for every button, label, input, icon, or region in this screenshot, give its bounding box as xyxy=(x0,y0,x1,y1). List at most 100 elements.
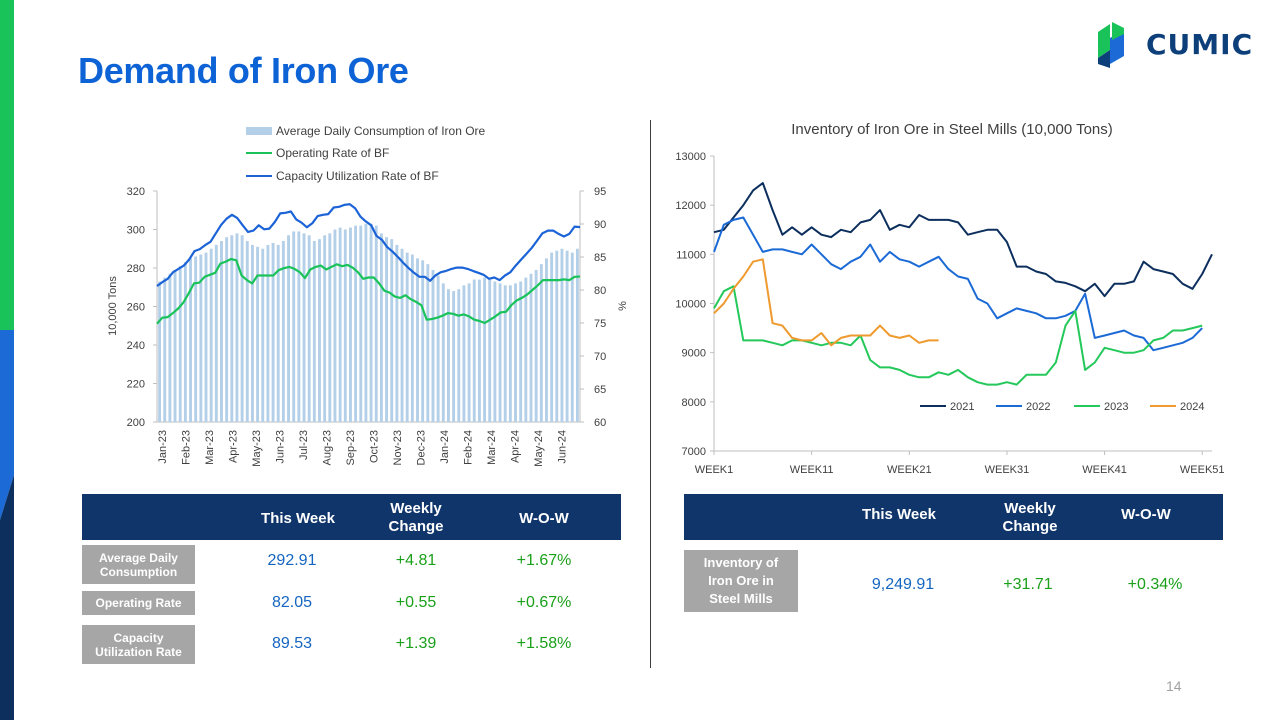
y-tick-label: 10000 xyxy=(675,299,706,311)
bar-consumption xyxy=(534,269,538,422)
bar-consumption xyxy=(462,285,466,422)
bar-consumption xyxy=(343,229,347,422)
bar-consumption xyxy=(565,250,569,422)
x-tick-label: Oct-23 xyxy=(369,430,381,463)
bar-consumption xyxy=(575,248,579,422)
bar-consumption xyxy=(416,258,419,422)
x-tick-label: Feb-24 xyxy=(463,430,475,465)
bar-consumption xyxy=(400,248,404,422)
bar-consumption xyxy=(508,285,512,422)
chart-title: Inventory of Iron Ore in Steel Mills (10… xyxy=(791,121,1113,138)
header-this-week: This Week xyxy=(862,506,936,523)
bar-consumption xyxy=(158,281,162,422)
header-wow: W-O-W xyxy=(519,510,569,527)
bar-consumption xyxy=(281,241,285,422)
bar-consumption xyxy=(555,250,559,422)
y-tick-label: 280 xyxy=(127,263,145,275)
capacity-utilization-wow: +1.58% xyxy=(516,635,572,652)
bar-consumption xyxy=(457,289,461,422)
x-tick-label: Nov-23 xyxy=(392,430,404,465)
x-tick-label: May-24 xyxy=(533,430,545,467)
y2-axis-title: % xyxy=(617,301,629,311)
bar-consumption xyxy=(364,223,368,422)
bar-consumption xyxy=(183,262,187,422)
x-tick-label: May-23 xyxy=(251,430,263,467)
bar-consumption xyxy=(349,227,352,422)
bar-consumption xyxy=(426,264,430,422)
x-tick-label: Dec-23 xyxy=(416,430,428,465)
legend-label: Capacity Utilization Rate of BF xyxy=(276,169,439,183)
y-tick-label: 11000 xyxy=(676,249,706,261)
y2-tick-label: 80 xyxy=(594,285,606,297)
vertical-divider xyxy=(650,120,651,668)
bar-consumption xyxy=(338,227,342,422)
operating-rate-wow: +0.67% xyxy=(516,594,572,611)
y-tick-label: 220 xyxy=(127,379,145,391)
bar-consumption xyxy=(256,246,260,422)
bar-consumption xyxy=(395,244,399,422)
legend-label-2021: 2021 xyxy=(950,401,974,413)
bar-consumption xyxy=(266,244,270,422)
header-this-week: This Week xyxy=(261,510,335,527)
bar-consumption xyxy=(178,266,182,422)
capacity-utilization-this-week: 89.53 xyxy=(271,635,313,652)
logo-mark-icon xyxy=(1098,22,1124,68)
bar-consumption xyxy=(550,252,554,422)
x-tick-label: Feb-23 xyxy=(181,430,193,465)
bar-consumption xyxy=(467,283,471,422)
bar-consumption xyxy=(524,277,528,422)
bar-consumption xyxy=(519,281,523,422)
bar-consumption xyxy=(220,241,223,422)
bar-consumption xyxy=(421,260,425,422)
y-tick-label: 300 xyxy=(127,225,145,237)
line-2024 xyxy=(713,258,939,347)
y2-tick-label: 65 xyxy=(594,384,606,396)
legend-label: Operating Rate of BF xyxy=(276,146,389,160)
bar-consumption xyxy=(385,237,388,422)
bar-consumption xyxy=(452,291,456,422)
x-tick-label: WEEK11 xyxy=(790,464,834,476)
page-title: Demand of Iron Ore xyxy=(78,50,409,91)
legend-label-2022: 2022 xyxy=(1026,401,1050,413)
bar-consumption xyxy=(287,235,290,422)
bar-consumption xyxy=(431,269,435,422)
line-capacity-utilization xyxy=(156,203,581,287)
bar-consumption xyxy=(250,244,254,422)
bar-consumption xyxy=(374,225,378,422)
x-tick-label: WEEK41 xyxy=(1082,464,1127,476)
bar-consumption xyxy=(483,277,487,422)
bar-consumption xyxy=(405,252,409,422)
bar-consumption xyxy=(514,283,517,422)
bar-consumption xyxy=(436,275,440,422)
x-tick-label: Sep-23 xyxy=(345,430,357,465)
row-label-capacity-utilization: Capacity Utilization Rate xyxy=(82,625,195,664)
bar-consumption xyxy=(292,231,296,422)
x-tick-label: WEEK31 xyxy=(985,464,1030,476)
bar-consumption xyxy=(354,225,358,422)
bar-consumption xyxy=(545,258,548,422)
y-tick-label: 200 xyxy=(127,417,145,429)
x-tick-label: Apr-23 xyxy=(228,430,240,463)
x-tick-label: Mar-23 xyxy=(204,430,216,465)
bar-consumption xyxy=(209,248,213,422)
inventory-this-week: 9,249.91 xyxy=(871,576,935,593)
bar-consumption xyxy=(297,231,301,422)
x-tick-label: Apr-24 xyxy=(510,430,522,463)
bar-consumption xyxy=(204,252,208,422)
company-logo: CUMIC xyxy=(1094,20,1264,72)
y-tick-label: 240 xyxy=(127,340,145,352)
header-weekly-change: Weekly Change xyxy=(1002,500,1058,535)
x-tick-label: Aug-23 xyxy=(322,430,334,465)
bar-consumption xyxy=(163,277,167,422)
y-tick-label: 9000 xyxy=(682,348,706,360)
x-tick-label: WEEK1 xyxy=(695,464,734,476)
capacity-utilization-weekly-change: +1.39 xyxy=(395,635,437,652)
bar-consumption xyxy=(318,239,321,422)
bar-consumption xyxy=(410,254,414,422)
operating-rate-this-week: 82.05 xyxy=(271,594,313,611)
bar-consumption xyxy=(323,235,327,422)
bar-consumption xyxy=(261,248,265,422)
row-label-operating-rate: Operating Rate xyxy=(82,591,195,615)
y-tick-label: 7000 xyxy=(682,446,706,458)
bar-consumption xyxy=(472,279,476,422)
